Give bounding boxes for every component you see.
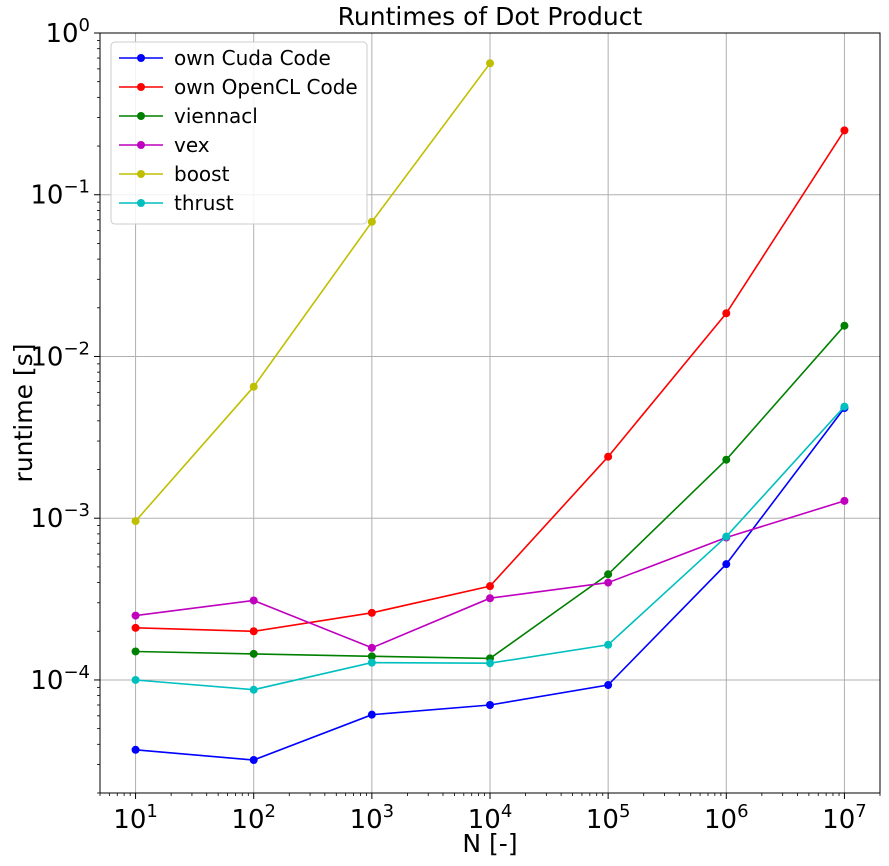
- legend-marker: [137, 199, 145, 207]
- series-layer: [131, 59, 849, 764]
- data-point: [604, 578, 613, 587]
- data-point: [367, 658, 376, 667]
- data-point: [367, 608, 376, 617]
- data-point: [249, 649, 258, 658]
- data-point: [722, 532, 731, 541]
- legend-box: [110, 41, 368, 225]
- data-point: [604, 452, 613, 461]
- data-point: [604, 681, 613, 690]
- legend-item: viennacl: [119, 104, 258, 128]
- data-point: [840, 402, 849, 411]
- data-point: [486, 701, 494, 710]
- data-point: [722, 560, 731, 569]
- legend-marker: [137, 83, 145, 91]
- x-tick-label: 104: [468, 801, 513, 835]
- data-point: [486, 594, 494, 603]
- data-point: [486, 659, 494, 668]
- data-point: [722, 455, 731, 464]
- data-point: [131, 611, 140, 620]
- y-axis-label: runtime [s]: [9, 344, 38, 483]
- x-tick-label: 105: [586, 801, 631, 835]
- grid: [100, 32, 880, 793]
- x-axis-label: N [-]: [462, 829, 517, 858]
- legend-marker: [137, 54, 145, 62]
- data-point: [131, 675, 140, 684]
- data-point: [249, 755, 258, 764]
- data-point: [604, 640, 613, 649]
- data-point: [131, 517, 140, 526]
- chart-title: Runtimes of Dot Product: [338, 2, 643, 31]
- y-tick-label: 100: [45, 15, 90, 49]
- y-tick-label: 10−1: [30, 177, 90, 211]
- legend-label: thrust: [174, 191, 234, 215]
- x-tick-label: 101: [113, 801, 158, 835]
- legend-item: vex: [119, 133, 210, 157]
- data-point: [249, 382, 258, 391]
- y-tick-label: 10−2: [30, 338, 90, 372]
- series-boost: [131, 59, 494, 526]
- axis-ticks: 101 102 103 104 105 106 107 10−4 10−3 10−2 10−1 100: [30, 15, 881, 835]
- data-point: [486, 59, 494, 68]
- data-point: [840, 321, 849, 330]
- legend-marker: [137, 112, 145, 120]
- series-own-opencl-code: [131, 126, 849, 636]
- data-point: [249, 685, 258, 694]
- data-point: [367, 217, 376, 226]
- data-point: [367, 643, 376, 652]
- y-tick-label: 10−3: [30, 500, 90, 534]
- data-point: [367, 710, 376, 719]
- legend-label: boost: [174, 162, 230, 186]
- legend-item: thrust: [119, 191, 234, 215]
- data-point: [604, 570, 613, 579]
- legend-marker: [137, 141, 145, 149]
- data-point: [722, 309, 731, 318]
- legend-label: viennacl: [174, 104, 258, 128]
- data-point: [131, 647, 140, 656]
- data-point: [367, 652, 376, 661]
- legend-item: own Cuda Code: [119, 46, 331, 70]
- series-thrust: [131, 402, 849, 694]
- legend-label: vex: [174, 133, 210, 157]
- data-point: [840, 126, 849, 135]
- x-tick-label: 102: [231, 801, 276, 835]
- legend-marker: [137, 170, 145, 178]
- data-point: [131, 623, 140, 632]
- series-line: [134, 62, 491, 522]
- data-point: [486, 582, 494, 591]
- legend-item: own OpenCL Code: [119, 75, 358, 99]
- legend-label: own OpenCL Code: [174, 75, 358, 99]
- legend-label: own Cuda Code: [174, 46, 331, 70]
- legend: own Cuda Code own OpenCL Code viennacl vex b…: [110, 41, 368, 225]
- x-tick-label: 106: [704, 801, 749, 835]
- data-point: [131, 745, 140, 754]
- data-point: [249, 596, 258, 605]
- x-tick-label: 103: [350, 801, 395, 835]
- data-point: [249, 627, 258, 636]
- data-point: [840, 496, 849, 505]
- y-tick-label: 10−4: [30, 662, 90, 696]
- legend-item: boost: [119, 162, 230, 186]
- x-tick-label: 107: [822, 801, 867, 835]
